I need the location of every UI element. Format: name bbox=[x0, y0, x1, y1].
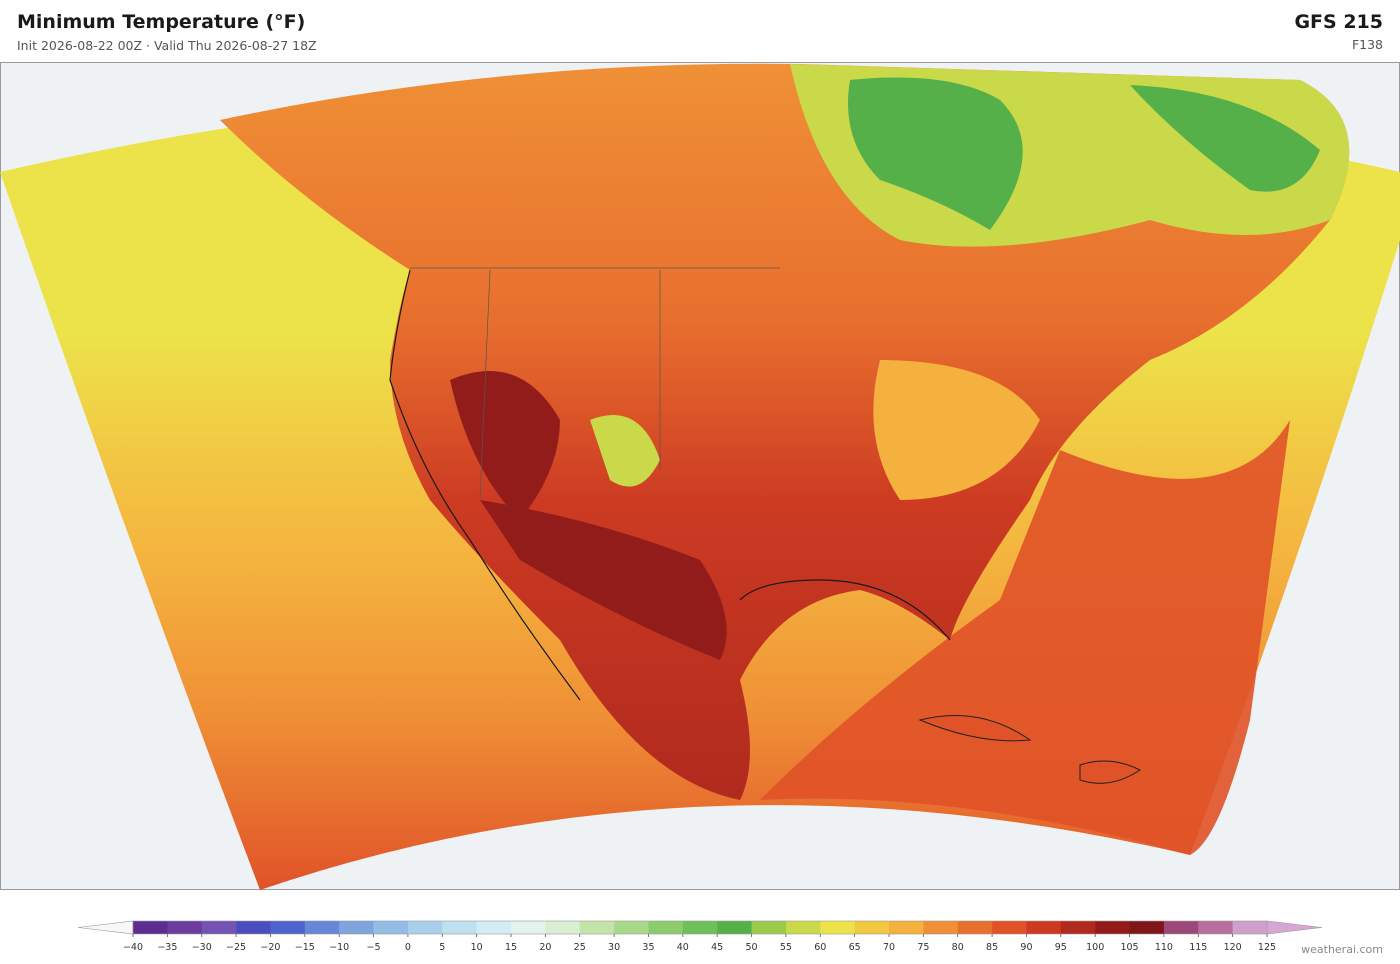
colorbar-tick-label: 25 bbox=[574, 942, 586, 953]
colorbar-tick-label: 0 bbox=[405, 942, 411, 953]
colorbar-bin bbox=[442, 921, 477, 934]
colorbar-bin bbox=[648, 921, 684, 934]
colorbar-frame bbox=[132, 920, 1268, 935]
islands bbox=[918, 715, 1141, 784]
midwest-mild bbox=[873, 360, 1040, 500]
forecast-hour: F138 bbox=[1352, 37, 1383, 52]
colorbar-tick-label: 110 bbox=[1155, 942, 1173, 953]
colorbar-bin bbox=[1163, 921, 1199, 934]
colorbar-bin bbox=[923, 921, 959, 934]
colorbar-tick-label: −5 bbox=[367, 942, 381, 953]
colorbar-bin bbox=[1198, 921, 1233, 934]
hudson-cold bbox=[848, 77, 1023, 230]
colorbar-bin bbox=[992, 921, 1027, 934]
colorbar-tick-label: −20 bbox=[260, 942, 280, 953]
colorbar-bin bbox=[889, 921, 924, 934]
colorbar-tick-label: 60 bbox=[814, 942, 826, 953]
title: Minimum Temperature (°F) bbox=[17, 11, 305, 33]
colorbar-tick-label: 55 bbox=[780, 942, 792, 953]
colorbar-bin bbox=[1060, 921, 1096, 934]
colorbar-bin bbox=[545, 921, 581, 934]
colorbar-tick-label: 45 bbox=[711, 942, 723, 953]
colorbar-bin bbox=[373, 921, 409, 934]
colorbar-tick-label: −40 bbox=[123, 942, 143, 953]
colorbar-tick-label: 125 bbox=[1258, 942, 1276, 953]
colorbar-tick-label: 115 bbox=[1189, 942, 1207, 953]
colorbar-bin bbox=[201, 921, 237, 934]
borders bbox=[410, 267, 780, 501]
colorbar-bin bbox=[1232, 921, 1268, 934]
colorbar-tick-label: 75 bbox=[917, 942, 929, 953]
colorbar-bin bbox=[339, 921, 374, 934]
colorbar-bin bbox=[1026, 921, 1062, 934]
colorbar-tick-label: 95 bbox=[1055, 942, 1067, 953]
colorbar: −40 −35 −30 −25 −20 −15 −10 −5 0 5 10 15 20 25 30 35 40 4… bbox=[77, 920, 1323, 953]
southwest-hot bbox=[480, 500, 727, 660]
colorbar-bin bbox=[957, 921, 993, 934]
map bbox=[0, 62, 1400, 890]
colorbar-bin bbox=[751, 921, 787, 934]
colorbar-bin bbox=[1129, 921, 1165, 934]
colorbar-tick-label: 120 bbox=[1224, 942, 1242, 953]
colorbar-tick-label: −15 bbox=[295, 942, 315, 953]
colorbar-tick-label: 85 bbox=[986, 942, 998, 953]
colorbar-tick-label: 35 bbox=[642, 942, 654, 953]
atlantic-warm bbox=[760, 420, 1290, 855]
colorbar-tick-label: 90 bbox=[1020, 942, 1032, 953]
desert-hot bbox=[450, 371, 560, 520]
colorbar-tick-label: 65 bbox=[849, 942, 861, 953]
colorbar-bin bbox=[407, 921, 443, 934]
colorbar-tick-label: 40 bbox=[677, 942, 689, 953]
rockies-cool bbox=[590, 415, 660, 487]
coastline bbox=[389, 269, 951, 701]
colorbar-bin bbox=[785, 921, 821, 934]
colorbar-tick-label: −30 bbox=[192, 942, 212, 953]
colorbar-tick-label: 10 bbox=[471, 942, 483, 953]
colorbar-bin bbox=[820, 921, 855, 934]
colorbar-bin bbox=[511, 921, 546, 934]
colorbar-tick-label: 15 bbox=[505, 942, 517, 953]
colorbar-bin bbox=[167, 921, 203, 934]
colorbar-bin bbox=[1095, 921, 1130, 934]
colorbar-bin bbox=[133, 921, 168, 934]
colorbar-bin bbox=[682, 921, 718, 934]
colorbar-tick-label: 105 bbox=[1120, 942, 1138, 953]
colorbar-tick-label: 20 bbox=[539, 942, 551, 953]
model: GFS 215 bbox=[1294, 11, 1383, 33]
colorbar-tick-label: 100 bbox=[1086, 942, 1104, 953]
colorbar-tick-label: 5 bbox=[439, 942, 445, 953]
colorbar-bin bbox=[304, 921, 340, 934]
colorbar-bin bbox=[717, 921, 752, 934]
colorbar-bin bbox=[614, 921, 649, 934]
colorbar-tick-label: −10 bbox=[329, 942, 349, 953]
colorbar-tick-label: −25 bbox=[226, 942, 246, 953]
colorbar-bin bbox=[270, 921, 306, 934]
colorbar-bin bbox=[579, 921, 615, 934]
colorbar-bin bbox=[476, 921, 512, 934]
colorbar-tick-label: −35 bbox=[157, 942, 177, 953]
colorbar-over bbox=[1266, 920, 1323, 935]
labrador-cold bbox=[1130, 85, 1320, 192]
colorbar-under bbox=[77, 920, 134, 935]
colorbar-tick-label: 50 bbox=[745, 942, 757, 953]
land bbox=[220, 63, 1350, 800]
colorbar-tick-label: 80 bbox=[952, 942, 964, 953]
subtitle: Init 2026-08-22 00Z · Valid Thu 2026-08-… bbox=[17, 38, 317, 53]
colorbar-tick-label: 30 bbox=[608, 942, 620, 953]
brand: weatherai.com bbox=[1301, 943, 1383, 956]
colorbar-bin bbox=[236, 921, 271, 934]
colorbar-tick-label: 70 bbox=[883, 942, 895, 953]
colorbar-bin bbox=[854, 921, 890, 934]
